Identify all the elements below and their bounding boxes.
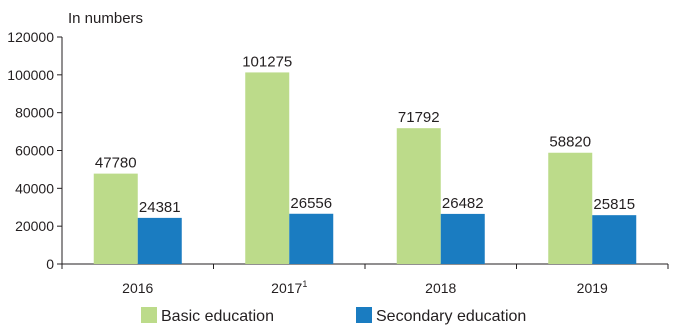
- bar: [592, 215, 637, 264]
- axes: 0 20000 40000 60000 80000 100000 120000 2016 201…: [7, 29, 669, 296]
- bar: [396, 128, 441, 264]
- data-labels: 47780 101275 71792 58820 24381 26556 26482 2581…: [95, 53, 635, 215]
- legend: Basic education Secondary education: [141, 307, 526, 325]
- x-tick-label: 2019: [577, 280, 608, 296]
- bar: [548, 152, 593, 264]
- x-tick-label: 2016: [122, 280, 153, 296]
- bar: [137, 217, 182, 264]
- x-tick-label: 20171: [271, 279, 307, 296]
- bars: [93, 72, 637, 265]
- y-tick-label: 80000: [15, 105, 54, 121]
- data-label: 26482: [442, 195, 484, 212]
- y-tick-label: 20000: [15, 218, 54, 234]
- bar: [289, 213, 334, 264]
- y-tick-label: 100000: [7, 67, 54, 83]
- data-label: 47780: [95, 155, 137, 172]
- y-tick-label: 40000: [15, 180, 54, 196]
- y-axis-unit-label: In numbers: [68, 10, 143, 27]
- footnote-marker: 1: [302, 279, 307, 289]
- bar: [245, 72, 290, 265]
- y-tick-label: 0: [46, 256, 54, 272]
- bar: [93, 173, 138, 264]
- x-tick-label: 2018: [425, 280, 456, 296]
- legend-label: Basic education: [161, 308, 274, 325]
- y-tick-label: 60000: [15, 143, 54, 159]
- data-label: 25815: [593, 196, 635, 213]
- data-label: 24381: [139, 199, 181, 216]
- bar: [440, 213, 485, 264]
- legend-label: Secondary education: [376, 308, 526, 325]
- data-label: 71792: [398, 109, 440, 126]
- data-label: 101275: [242, 53, 292, 70]
- legend-swatch: [356, 307, 372, 323]
- legend-swatch: [141, 307, 157, 323]
- y-tick-label: 120000: [7, 29, 54, 45]
- data-label: 58820: [549, 134, 591, 151]
- data-label: 26556: [290, 195, 332, 212]
